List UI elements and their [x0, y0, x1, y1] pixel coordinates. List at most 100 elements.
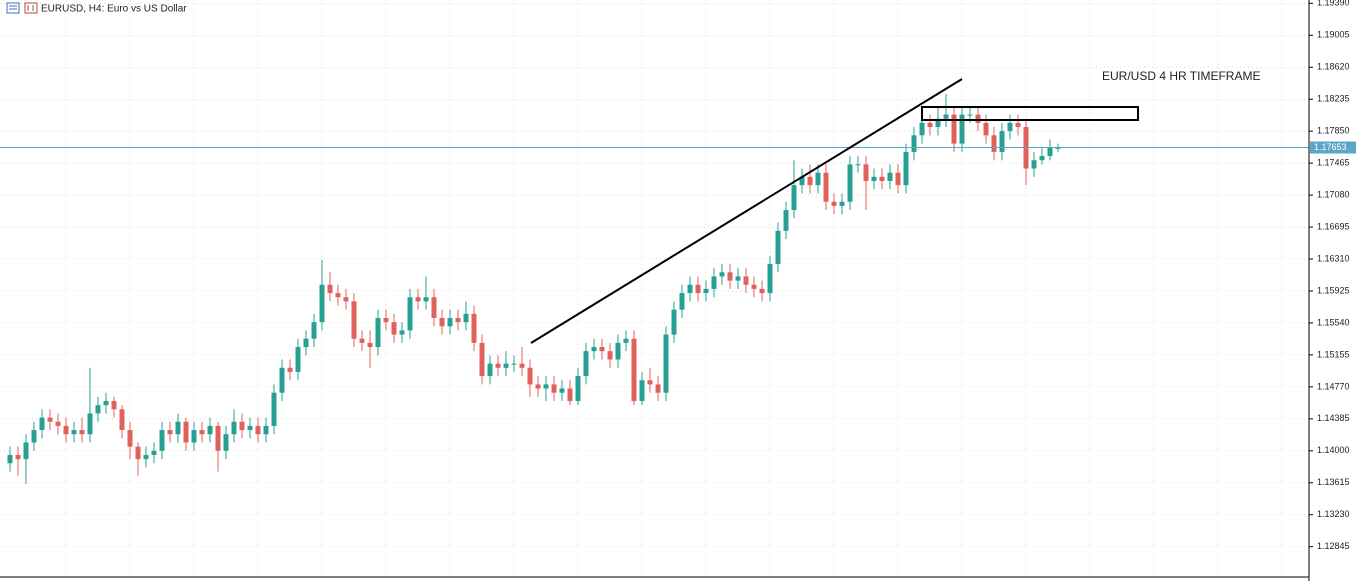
candle-body: [79, 430, 85, 435]
candle-body: [487, 363, 493, 377]
candle-body: [903, 151, 909, 186]
candle-body: [759, 288, 765, 294]
candle-body: [855, 164, 861, 166]
candle-body: [111, 400, 117, 410]
candle-body: [367, 342, 373, 348]
candle-body: [263, 425, 269, 435]
candle-body: [159, 430, 165, 451]
current-price-box: [1310, 141, 1356, 154]
candle-body: [743, 276, 749, 285]
candle-body: [583, 351, 589, 377]
candle-body: [151, 450, 157, 455]
candle-body: [175, 421, 181, 435]
candle-body: [615, 342, 621, 360]
y-tick-label: 1.17465: [1317, 158, 1350, 168]
candle-body: [599, 347, 605, 352]
y-tick-label: 1.12845: [1317, 541, 1350, 551]
candle-body: [135, 446, 141, 460]
candle-body: [31, 430, 37, 443]
candle-body: [23, 442, 29, 460]
y-tick-label: 1.13230: [1317, 509, 1350, 519]
candle-body: [223, 434, 229, 451]
candle-body: [535, 384, 541, 389]
candle-body: [127, 430, 133, 447]
candle-body: [775, 230, 781, 265]
candle-body: [879, 176, 885, 181]
candle-body: [495, 363, 501, 368]
candle-body: [215, 425, 221, 451]
candle-body: [87, 413, 93, 435]
candle-body: [991, 135, 997, 152]
y-tick-label: 1.14000: [1317, 445, 1350, 455]
candle-body: [695, 284, 701, 294]
candle-body: [983, 122, 989, 136]
candle-body: [1047, 147, 1053, 157]
candle-body: [623, 338, 629, 343]
candle-body: [927, 122, 933, 128]
candle-body: [15, 454, 21, 460]
candle-body: [703, 288, 709, 294]
candle-body: [383, 317, 389, 323]
candle-body: [527, 367, 533, 385]
candle-body: [567, 388, 573, 401]
candle-body: [671, 309, 677, 335]
candle-body: [719, 272, 725, 277]
y-tick-label: 1.15540: [1317, 317, 1350, 327]
candle-body: [1031, 160, 1037, 169]
candle-body: [951, 114, 957, 144]
y-tick-label: 1.18235: [1317, 94, 1350, 104]
candle-body: [559, 388, 565, 393]
candle-body: [999, 131, 1005, 152]
candle-body: [199, 430, 205, 435]
candle-body: [511, 363, 517, 365]
trend-line: [530, 78, 963, 344]
candle-body: [935, 118, 941, 128]
candle-body: [55, 421, 61, 426]
candle-body: [639, 380, 645, 401]
candle-body: [183, 421, 189, 443]
candle-body: [191, 430, 197, 443]
candle-body: [271, 392, 277, 426]
candle-body: [975, 114, 981, 123]
candle-body: [551, 384, 557, 393]
candle-body: [335, 293, 341, 298]
candle-body: [799, 176, 805, 186]
candle-body: [47, 417, 53, 422]
candle-body: [823, 172, 829, 202]
candle-body: [663, 334, 669, 393]
candle-body: [391, 322, 397, 335]
candle-body: [831, 201, 837, 206]
candle-body: [63, 425, 69, 435]
candle-body: [919, 122, 925, 136]
candle-body: [255, 425, 261, 435]
candle-body: [463, 313, 469, 323]
candle-body: [807, 176, 813, 186]
candle-body: [751, 284, 757, 289]
candles: [0, 93, 1309, 485]
candle-body: [543, 384, 549, 389]
candle-body: [231, 421, 237, 435]
y-axis-labels: 1.19390 1.19005 1.18620 1.18235 1.17850 1.174…: [1309, 0, 1356, 551]
candle-body: [399, 330, 405, 335]
candle-body: [519, 363, 525, 368]
candle-body: [327, 284, 333, 294]
candle-body: [735, 276, 741, 281]
candle-body: [655, 384, 661, 393]
y-tick-label: 1.16695: [1317, 221, 1350, 231]
candle-body: [727, 272, 733, 281]
candle-body: [303, 338, 309, 348]
candle-body: [647, 380, 653, 385]
resistance-box: [921, 106, 1139, 121]
candle-body: [359, 338, 365, 343]
candle-body: [607, 351, 613, 360]
candle-body: [247, 425, 253, 431]
candle-body: [863, 164, 869, 181]
y-tick-label: 1.17080: [1317, 189, 1350, 199]
y-tick-label: 1.18620: [1317, 62, 1350, 72]
y-tick-label: 1.15155: [1317, 349, 1350, 359]
candle-body: [39, 417, 45, 431]
candle-body: [455, 317, 461, 323]
candle-body: [815, 172, 821, 186]
candle-body: [471, 313, 477, 343]
